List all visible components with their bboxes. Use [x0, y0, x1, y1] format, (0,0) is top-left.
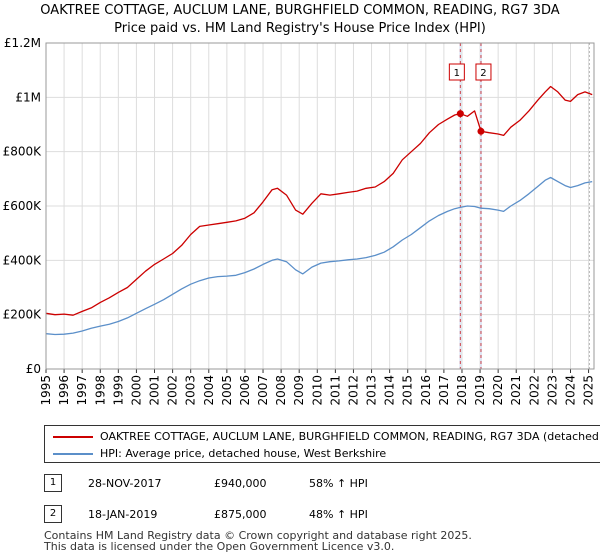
footer-line-1: Contains HM Land Registry data © Crown c…	[44, 529, 472, 542]
x-tick-label: 2025	[582, 375, 596, 406]
sale-marker-label: 2	[480, 68, 486, 79]
x-tick-label: 1998	[93, 375, 107, 406]
sale-point	[456, 110, 464, 118]
y-tick-label: £1M	[15, 90, 41, 104]
chart-axes: £0 £200K £400K £600K £800K £1M £1.2M 1995 1996 19…	[3, 36, 596, 406]
x-tick-label: 1997	[75, 375, 89, 406]
x-tick-label: 2000	[129, 375, 143, 406]
sale-marker-box	[475, 63, 492, 81]
transaction-hpi-change: 48% ↑ HPI	[309, 508, 368, 521]
legend-label-hpi: HPI: Average price, detached house, West…	[100, 447, 387, 460]
y-tick-label: £800K	[3, 145, 43, 159]
chart-series	[45, 85, 593, 336]
x-tick-label: 2008	[274, 375, 288, 406]
hpi-line	[45, 176, 593, 336]
x-tick-label: 2019	[473, 375, 487, 406]
footer-attribution: Contains HM Land Registry data © Crown c…	[44, 530, 472, 552]
x-tick-label: 2001	[148, 375, 162, 406]
x-tick-label: 2015	[401, 375, 415, 406]
legend-swatch-property	[53, 436, 93, 438]
transaction-price: £875,000	[214, 508, 267, 521]
x-tick-label: 2023	[545, 375, 559, 406]
x-tick-label: 1995	[39, 375, 53, 406]
x-tick-label: 2021	[509, 375, 523, 406]
chart-grid	[45, 42, 594, 370]
x-tick-label: 2016	[419, 375, 433, 406]
x-tick-label: 2005	[220, 375, 234, 406]
plot-frame	[45, 42, 595, 370]
footer-line-2: This data is licensed under the Open Gov…	[44, 540, 395, 553]
transaction-price: £940,000	[214, 477, 267, 490]
x-tick-label: 2011	[328, 375, 342, 406]
x-tick-label: 2006	[238, 375, 252, 406]
transaction-number: 2	[44, 505, 62, 523]
sale-point	[477, 127, 485, 135]
price-chart: £0 £200K £400K £600K £800K £1M £1.2M 1995 1996 19…	[3, 36, 596, 406]
x-tick-label: 2004	[202, 375, 216, 406]
y-tick-label: £200K	[3, 308, 43, 322]
property-price-line	[45, 85, 593, 316]
chart-legend: OAKTREE COTTAGE, AUCLUM LANE, BURGHFIELD…	[44, 425, 600, 463]
x-tick-label: 2014	[383, 375, 397, 406]
x-tick-label: 2013	[365, 375, 379, 406]
y-tick-label: £0	[26, 362, 41, 376]
x-tick-label: 2010	[310, 375, 324, 406]
x-tick-label: 2020	[491, 375, 505, 406]
x-tick-label: 2017	[437, 375, 451, 406]
x-tick-label: 2024	[563, 375, 577, 406]
sale-marker-box	[448, 63, 465, 81]
sale-marker-bands	[459, 43, 482, 369]
chart-title: OAKTREE COTTAGE, AUCLUM LANE, BURGHFIELD…	[40, 3, 560, 18]
x-tick-label: 2018	[455, 375, 469, 406]
legend-swatch-hpi	[53, 453, 93, 455]
x-tick-label: 2009	[292, 375, 306, 406]
y-tick-label: £1.2M	[4, 36, 41, 50]
chart-subtitle: Price paid vs. HM Land Registry's House …	[114, 21, 486, 36]
transaction-date: 18-JAN-2019	[88, 508, 158, 521]
x-tick-label: 2022	[527, 375, 541, 406]
transaction-hpi-change: 58% ↑ HPI	[309, 477, 368, 490]
y-tick-label: £400K	[3, 253, 43, 267]
x-tick-label: 1996	[57, 375, 71, 406]
x-tick-label: 2002	[166, 375, 180, 406]
x-tick-label: 2012	[346, 375, 360, 406]
legend-label-property: OAKTREE COTTAGE, AUCLUM LANE, BURGHFIELD…	[100, 430, 600, 443]
x-tick-label: 1999	[111, 375, 125, 406]
transaction-number: 1	[44, 474, 62, 492]
transaction-date: 28-NOV-2017	[88, 477, 162, 490]
y-tick-label: £600K	[3, 199, 43, 213]
x-tick-label: 2003	[184, 375, 198, 406]
sale-marker-label: 1	[454, 68, 460, 79]
x-tick-label: 2007	[256, 375, 270, 406]
